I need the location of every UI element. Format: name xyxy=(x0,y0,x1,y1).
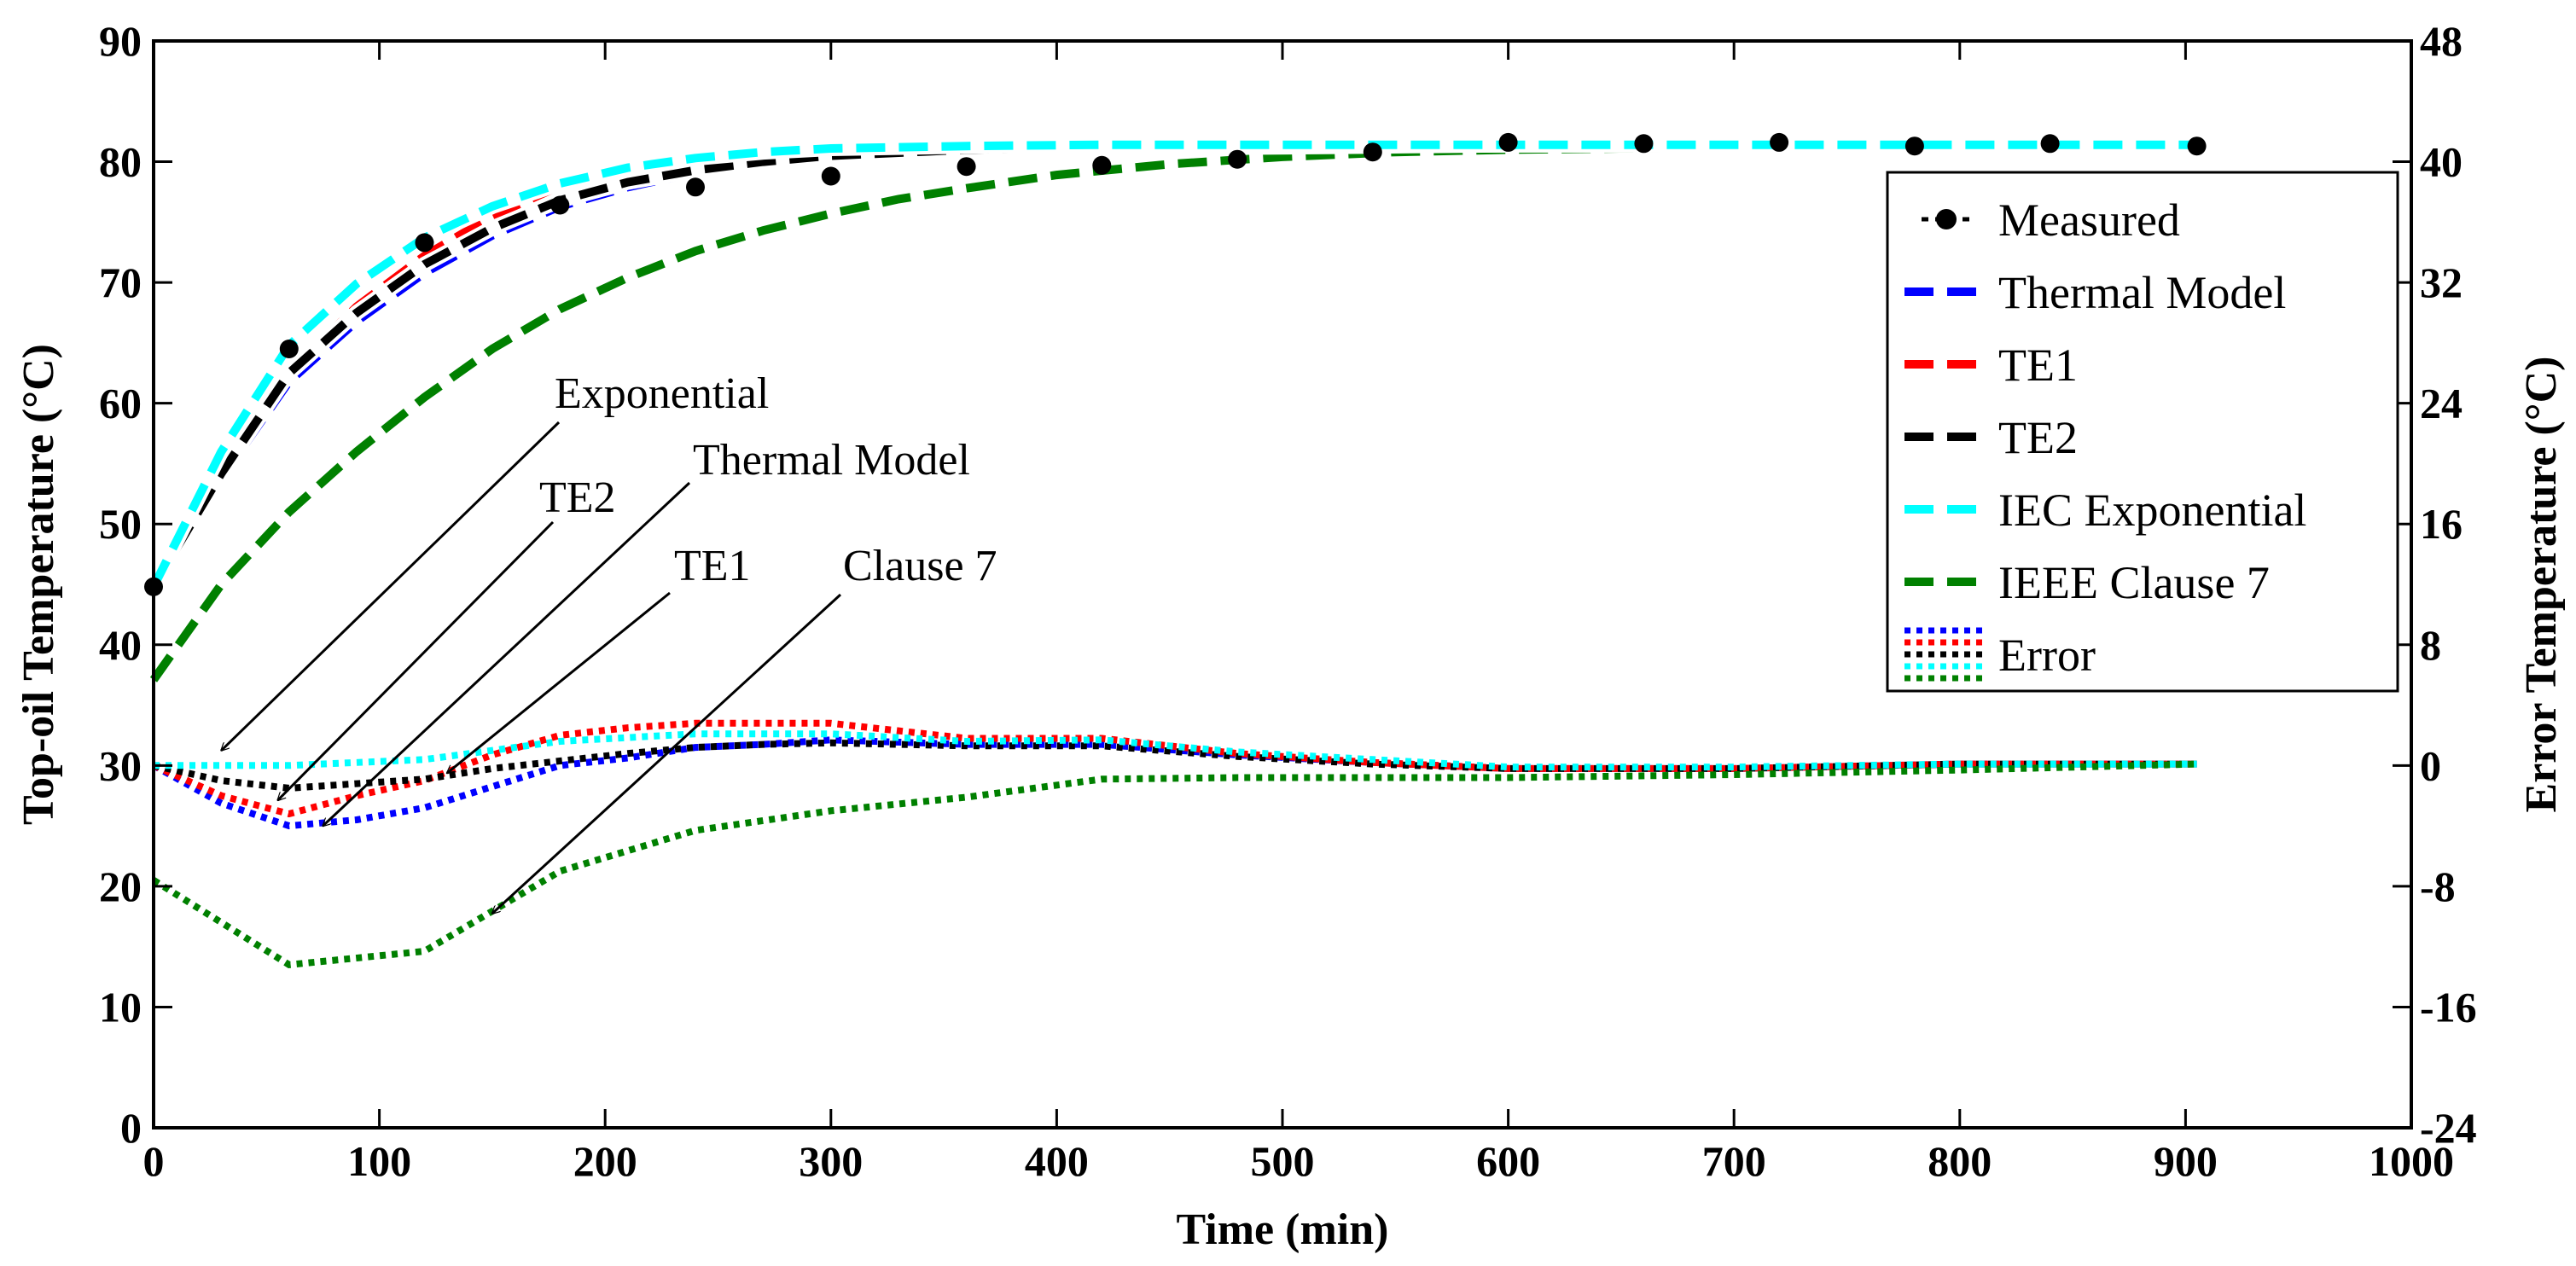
measured-point xyxy=(957,157,976,177)
measured-point xyxy=(686,177,705,197)
series-line-te2-error xyxy=(153,739,2197,792)
annotation-label-thermal-model: Thermal Model xyxy=(693,436,970,485)
annotation-label-te2: TE2 xyxy=(539,473,616,522)
y-tick-label: 40 xyxy=(99,621,142,669)
legend-label-thermal-model: Thermal Model xyxy=(1998,267,2286,318)
x-tick-label: 900 xyxy=(2154,1137,2218,1185)
legend-box xyxy=(1886,171,2399,693)
measured-point xyxy=(1634,134,1654,154)
y2-tick-label: -16 xyxy=(2420,983,2477,1031)
measured-point xyxy=(1770,132,1789,152)
measured-point xyxy=(550,195,570,215)
y-tick-label: 10 xyxy=(99,983,142,1031)
x-tick-label: 200 xyxy=(573,1137,637,1185)
legend-label-te2: TE2 xyxy=(1998,412,2078,463)
x-tick-label: 300 xyxy=(799,1137,863,1185)
series-line-te1-error xyxy=(152,719,2197,818)
legend-label-error: Error xyxy=(1998,630,2096,681)
x-tick-label: 400 xyxy=(1025,1137,1089,1185)
y-tick-label: 0 xyxy=(120,1104,142,1152)
annotation-arrow-clause-7 xyxy=(492,593,842,914)
annotation-label-te1: TE1 xyxy=(674,542,751,590)
y-tick-label: 30 xyxy=(99,741,142,789)
annotation-layer: Exponential TE2 Thermal Model TE1 Clause 7 xyxy=(221,369,997,914)
measured-point xyxy=(2187,136,2207,156)
measured-point xyxy=(2040,134,2060,154)
y2-tick-label: 0 xyxy=(2420,741,2441,789)
annotation-arrow-te1 xyxy=(447,591,671,773)
y-tick-label: 20 xyxy=(99,862,142,910)
y2-tick-label: 40 xyxy=(2420,138,2463,186)
annotation-label-clause-7: Clause 7 xyxy=(843,542,997,590)
y-tick-label: 70 xyxy=(99,258,142,306)
y-tick-label: 60 xyxy=(99,380,142,427)
measured-point xyxy=(1363,142,1382,162)
y-tick-label: 80 xyxy=(99,138,142,186)
y-tick-label: 90 xyxy=(99,17,142,65)
x-tick-label: 500 xyxy=(1251,1137,1315,1185)
annotation-arrow-thermal-model xyxy=(323,481,691,826)
series-line-te2 xyxy=(149,140,2197,589)
x-tick-label: 800 xyxy=(1928,1137,1992,1185)
series-layer xyxy=(144,132,2207,969)
x-tick-label: 0 xyxy=(143,1137,165,1185)
measured-point xyxy=(1498,132,1518,152)
legend-label-iec-exponential: IEC Exponential xyxy=(1998,485,2306,536)
measured-point xyxy=(279,340,299,358)
measured-point xyxy=(821,166,840,186)
x-tick-label: 600 xyxy=(1476,1137,1540,1185)
legend-label-ieee-clause-7: IEEE Clause 7 xyxy=(1998,557,2270,608)
annotation-label-exponential: Exponential xyxy=(555,369,769,418)
y2-tick-label: -24 xyxy=(2420,1104,2477,1152)
y2-tick-label: 32 xyxy=(2420,258,2463,306)
x-axis-title: Time (min) xyxy=(1177,1205,1389,1254)
x-tick-label: 700 xyxy=(1702,1137,1766,1185)
measured-point xyxy=(1092,155,1112,175)
y2-tick-label: 16 xyxy=(2420,500,2463,548)
measured-point xyxy=(1904,136,1924,156)
annotation-arrow-exponential xyxy=(221,421,561,751)
measured-point xyxy=(1228,149,1247,169)
legend: Measured Thermal Model TE1 TE2 IEC Exponenti… xyxy=(1886,171,2399,693)
series-line-iec-exponential-error xyxy=(154,730,2197,771)
y-tick-label: 50 xyxy=(99,500,142,548)
legend-label-te1: TE1 xyxy=(1998,340,2078,391)
x-tick-label: 100 xyxy=(347,1137,411,1185)
legend-swatch-measured xyxy=(1936,209,1957,229)
x-tick-label: 1000 xyxy=(2369,1137,2454,1185)
y2-tick-label: 8 xyxy=(2420,621,2441,669)
y2-tick-label: -8 xyxy=(2420,862,2456,910)
measured-point xyxy=(415,233,434,253)
y2-tick-label: 48 xyxy=(2420,17,2463,65)
y2-tick-label: 24 xyxy=(2420,380,2463,427)
series-line-ieee-clause-7-error xyxy=(151,760,2197,969)
y2-axis-title: Error Temperature (°C) xyxy=(2517,357,2566,813)
legend-label-measured: Measured xyxy=(1998,195,2180,246)
axes-layer: 0 100 200 300 400 500 600 700 800 900 100001020304… xyxy=(99,17,2477,1185)
annotation-arrow-te2 xyxy=(278,520,555,800)
y-axis-title: Top-oil Temperature (°C) xyxy=(15,344,63,825)
